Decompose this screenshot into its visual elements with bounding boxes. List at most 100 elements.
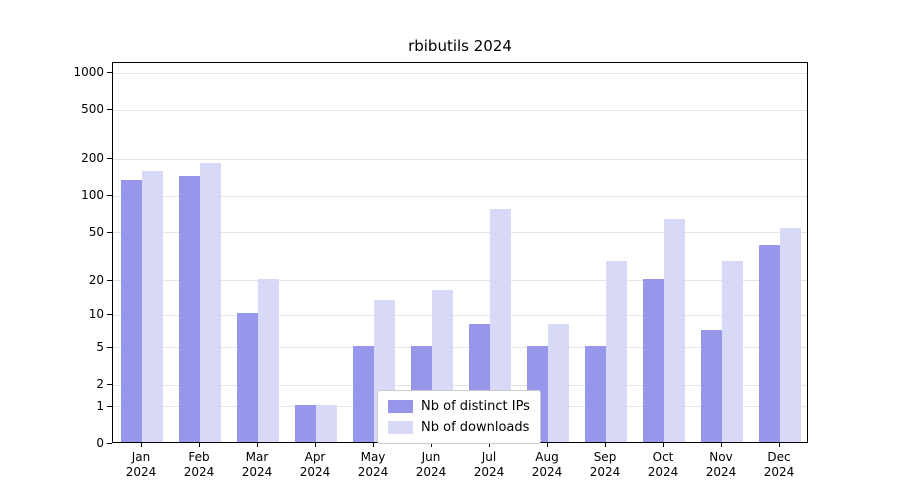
x-tick-label-line: 2024 [357, 465, 389, 479]
x-tick-label-line: 2024 [589, 465, 621, 479]
x-tick-label: Sep 2024 [573, 450, 637, 480]
bar-apr-2024-downloads [316, 405, 337, 442]
y-tick-label: 50 [88, 224, 104, 239]
gridline [113, 314, 807, 316]
x-tick-label-line: 2024 [241, 465, 273, 479]
y-tick-mark [107, 231, 112, 233]
x-tick-label-line: 2024 [125, 465, 157, 479]
x-tick-label: May 2024 [341, 450, 405, 480]
bar-oct-2024-distinct-ips [643, 279, 664, 442]
bar-mar-2024-distinct-ips [237, 313, 258, 442]
x-tick-mark [199, 443, 200, 447]
x-tick-label: Jul 2024 [457, 450, 521, 480]
x-tick-label-line: Jun [421, 450, 441, 464]
bar-feb-2024-downloads [200, 163, 221, 442]
legend: Nb of distinct IPs Nb of downloads [377, 390, 541, 444]
x-tick-mark [489, 443, 490, 447]
x-tick-label-line: Jul [481, 450, 497, 464]
bar-may-2024-distinct-ips [353, 346, 374, 442]
x-tick-mark [547, 443, 548, 447]
legend-item-downloads: Nb of downloads [388, 419, 530, 436]
plot-area: Nb of distinct IPs Nb of downloads [112, 62, 808, 444]
bar-jan-2024-downloads [142, 171, 163, 442]
x-tick-mark [257, 443, 258, 447]
x-tick-label: Apr 2024 [283, 450, 347, 480]
x-tick-label-line: Aug [535, 450, 559, 464]
y-tick-label: 5 [96, 339, 104, 354]
y-tick-label: 1 [96, 398, 104, 413]
gridline [113, 347, 807, 349]
chart-title: rbibutils 2024 [408, 37, 512, 55]
x-tick-label: Jan 2024 [109, 450, 173, 480]
x-tick-label-line: Apr [304, 450, 326, 464]
x-tick-label-line: Oct [652, 450, 674, 464]
x-tick-label-line: 2024 [763, 465, 795, 479]
legend-swatch-downloads [388, 421, 413, 434]
y-tick-mark [107, 195, 112, 197]
y-tick-mark [107, 405, 112, 407]
legend-label-distinct-ips: Nb of distinct IPs [421, 399, 530, 414]
x-tick-label-line: 2024 [415, 465, 447, 479]
y-tick-mark [107, 72, 112, 73]
x-tick-mark [721, 443, 722, 447]
x-tick-mark [141, 443, 142, 447]
bar-sep-2024-downloads [606, 261, 627, 442]
y-tick-label: 500 [81, 102, 104, 117]
bar-mar-2024-downloads [258, 279, 279, 442]
y-tick-mark [107, 346, 112, 348]
bar-jan-2024-distinct-ips [121, 180, 142, 442]
x-tick-label-line: Dec [767, 450, 791, 464]
bar-dec-2024-distinct-ips [759, 245, 780, 442]
x-tick-label: Nov 2024 [689, 450, 753, 480]
y-tick-label: 10 [88, 307, 104, 322]
x-tick-label-line: May [360, 450, 386, 464]
gridline [113, 158, 807, 160]
y-tick-label: 1000 [73, 65, 104, 79]
y-tick-label: 2 [96, 377, 104, 391]
y-tick-mark [107, 158, 112, 160]
y-tick-mark [107, 314, 112, 316]
gridline [113, 195, 807, 197]
x-tick-mark [663, 443, 664, 447]
y-tick-label: 20 [88, 272, 104, 287]
gridline [113, 72, 807, 74]
bar-sep-2024-distinct-ips [585, 346, 606, 442]
x-tick-label-line: 2024 [473, 465, 505, 479]
bar-oct-2024-downloads [664, 219, 685, 442]
gridline [113, 109, 807, 111]
bar-feb-2024-distinct-ips [179, 176, 200, 442]
x-tick-label: Jun 2024 [399, 450, 463, 480]
bar-nov-2024-downloads [722, 261, 743, 442]
x-tick-label-line: 2024 [647, 465, 679, 479]
x-tick-label-line: Mar [245, 450, 269, 464]
legend-item-distinct-ips: Nb of distinct IPs [388, 398, 530, 415]
x-tick-label-line: Sep [593, 450, 617, 464]
x-tick-label-line: 2024 [531, 465, 563, 479]
gridline [113, 384, 807, 386]
x-tick-label: Oct 2024 [631, 450, 695, 480]
gridline [113, 232, 807, 234]
bar-apr-2024-distinct-ips [295, 405, 316, 442]
bar-aug-2024-downloads [548, 324, 569, 442]
x-tick-mark [315, 443, 316, 447]
x-tick-label-line: 2024 [705, 465, 737, 479]
x-tick-label: Aug 2024 [515, 450, 579, 480]
x-tick-mark [605, 443, 606, 447]
legend-swatch-distinct-ips [388, 400, 413, 413]
x-tick-label-line: 2024 [299, 465, 331, 479]
y-tick-label: 200 [81, 151, 104, 166]
x-tick-mark [431, 443, 432, 447]
gridline [113, 280, 807, 281]
bar-nov-2024-distinct-ips [701, 330, 722, 442]
bar-jul-2024-downloads [490, 209, 511, 442]
legend-label-downloads: Nb of downloads [421, 420, 530, 435]
x-tick-label-line: Jan [131, 450, 151, 464]
x-tick-label: Feb 2024 [167, 450, 231, 480]
y-tick-mark [107, 384, 112, 385]
x-tick-label-line: Nov [709, 450, 733, 464]
y-tick-mark [107, 109, 112, 111]
y-tick-mark [107, 279, 112, 281]
x-tick-label: Mar 2024 [225, 450, 289, 480]
y-tick-label: 100 [81, 188, 104, 203]
